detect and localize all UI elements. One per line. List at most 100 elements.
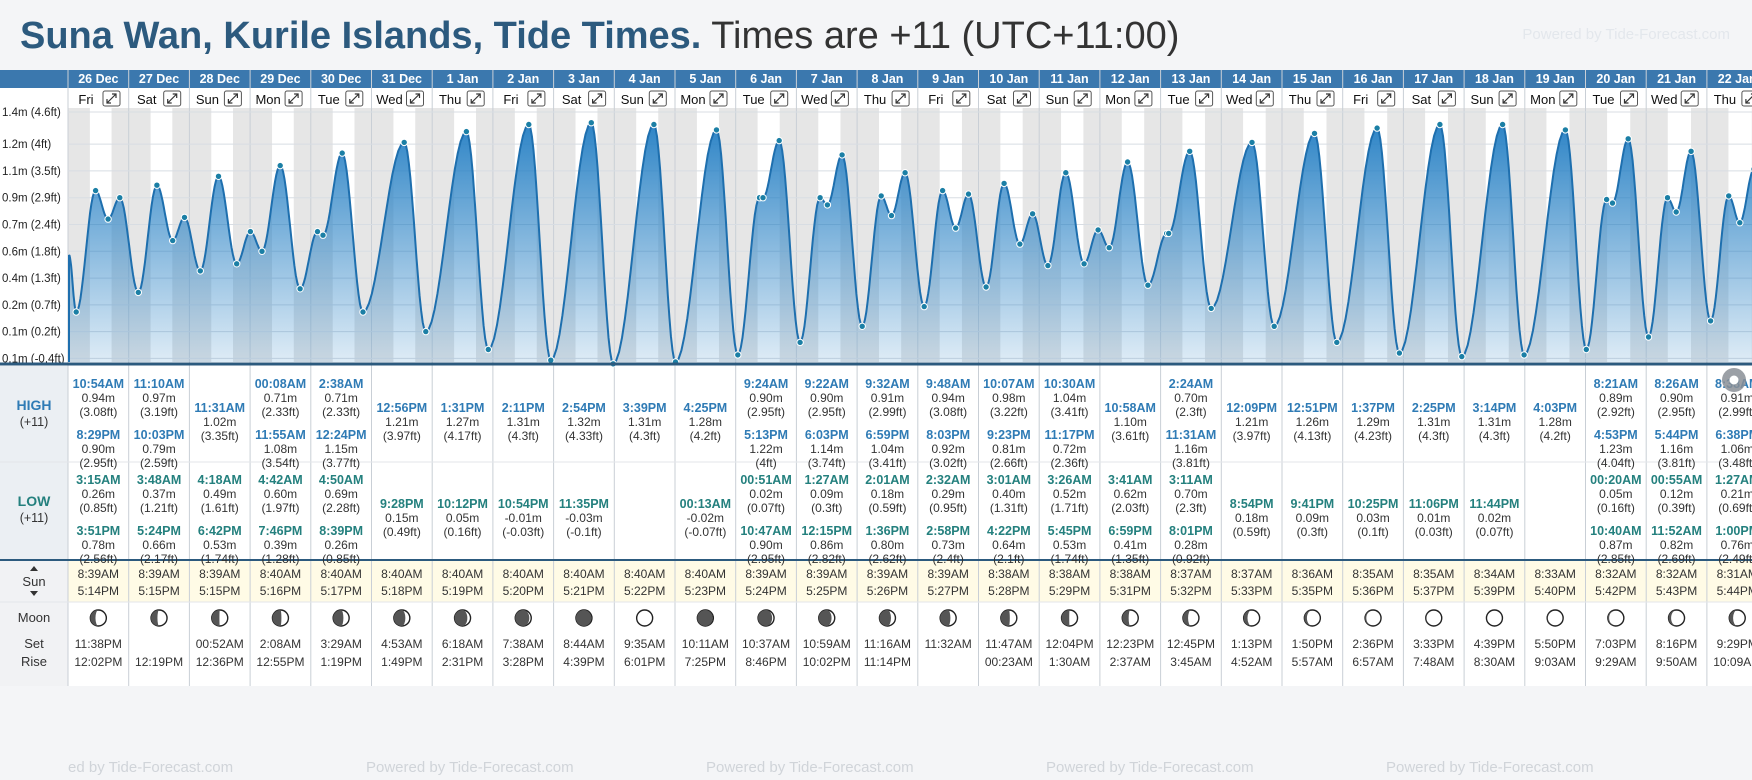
expand-icon[interactable]	[527, 90, 546, 107]
high-tide-height-ft: (3.19ft)	[140, 405, 178, 419]
high-tide-height-m: 1.21m	[385, 415, 418, 429]
low-tide-height-m: 0.86m	[810, 538, 843, 552]
expand-icon[interactable]	[1680, 90, 1699, 107]
expand-icon[interactable]	[1498, 90, 1517, 107]
sunrise-time: 8:40AM	[381, 567, 422, 581]
expand-icon[interactable]	[830, 90, 849, 107]
high-tide-height-ft: (3.08ft)	[79, 405, 117, 419]
expand-icon-arrow	[1016, 93, 1028, 104]
moonrise-time: 00:23AM	[985, 655, 1033, 669]
low-tide-height-m: 0.37m	[142, 487, 175, 501]
sunset-time: 5:44PM	[1717, 584, 1752, 598]
sunset-time: 5:24PM	[745, 584, 786, 598]
sun-row	[0, 560, 1752, 602]
expand-icon-arrow	[1563, 93, 1574, 104]
expand-icon[interactable]	[770, 90, 789, 107]
low-tide-point	[1270, 322, 1278, 330]
expand-icon[interactable]	[406, 90, 424, 107]
expand-icon-arrow	[774, 93, 785, 104]
low-tide-height-ft: (0.3ft)	[1297, 525, 1328, 539]
low-tide-point	[1044, 261, 1052, 270]
high-tide-height-m: 1.21m	[1235, 415, 1268, 429]
high-tide-height-m: 0.90m	[1660, 391, 1693, 405]
settings-icon-center	[1729, 375, 1739, 385]
expand-icon-arrow	[1138, 93, 1149, 104]
date-label: 20 Jan	[1596, 72, 1635, 86]
low-tide-point	[359, 308, 367, 316]
high-tide-time: 2:25PM	[1412, 401, 1456, 415]
expand-icon[interactable]	[1316, 90, 1335, 107]
expand-icon[interactable]	[102, 90, 121, 107]
expand-icon[interactable]	[284, 90, 303, 107]
low-tide-height-ft: (1.61ft)	[201, 501, 239, 515]
expand-icon[interactable]	[1255, 90, 1274, 107]
low-tide-height-m: 0.02m	[749, 487, 782, 501]
moonset-time: 7:38AM	[503, 637, 544, 651]
moonset-time: 12:23PM	[1106, 637, 1154, 651]
low-tide-point	[72, 308, 80, 316]
high-tide-time: 12:24PM	[316, 428, 367, 442]
high-tide-height-m: 0.90m	[82, 442, 115, 456]
moonrise-time: 3:45AM	[1170, 655, 1211, 669]
low-tide-height-m: 0.40m	[992, 487, 1025, 501]
high-tide-height-ft: (4.3ft)	[629, 429, 660, 443]
expand-icon[interactable]	[1620, 90, 1638, 107]
expand-icon[interactable]	[223, 90, 242, 107]
high-tide-height-m: 1.02m	[203, 415, 236, 429]
high-tide-height-ft: (2.95ft)	[747, 405, 785, 419]
high-tide-height-ft: (4.2ft)	[690, 429, 721, 443]
low-tide-point	[104, 215, 112, 223]
high-tide-time: 1:31PM	[441, 401, 485, 415]
expand-icon[interactable]	[1741, 90, 1752, 107]
moonset-time: 6:18AM	[442, 637, 483, 651]
expand-icon[interactable]	[345, 90, 364, 107]
expand-icon[interactable]	[588, 90, 607, 107]
low-tide-time: 3:51PM	[76, 524, 120, 538]
expand-icon[interactable]	[1134, 90, 1153, 107]
low-tide-height-m: 0.82m	[1660, 538, 1693, 552]
high-tide-time: 00:08AM	[255, 377, 306, 391]
expand-icon[interactable]	[1559, 90, 1578, 107]
expand-icon[interactable]	[709, 90, 728, 107]
moonset-time: 1:13PM	[1231, 637, 1272, 651]
expand-icon[interactable]	[952, 90, 971, 107]
high-tide-time: 10:07AM	[983, 377, 1034, 391]
high-tide-height-ft: (4.33ft)	[565, 429, 603, 443]
expand-icon[interactable]	[1377, 90, 1396, 107]
high-tide-height-ft: (4.3ft)	[508, 429, 539, 443]
expand-icon[interactable]	[1195, 90, 1214, 107]
low-tide-height-ft: (2.82ft)	[808, 552, 846, 566]
sunrise-time: 8:40AM	[442, 567, 483, 581]
low-tide-time: 6:42PM	[198, 524, 242, 538]
expand-icon[interactable]	[163, 90, 182, 107]
high-tide-height-m: 0.71m	[264, 391, 297, 405]
expand-icon[interactable]	[1013, 90, 1031, 107]
expand-icon-arrow	[895, 93, 906, 104]
moonrise-time: 2:37AM	[1110, 655, 1151, 669]
low-tide-time: 3:48AM	[137, 473, 181, 487]
low-tide-time: 3:15AM	[76, 473, 120, 487]
expand-icon[interactable]	[1073, 90, 1092, 107]
high-tide-height-ft: (2.95ft)	[808, 405, 846, 419]
expand-icon[interactable]	[466, 90, 485, 107]
high-tide-time: 12:56PM	[376, 401, 427, 415]
settings-icon[interactable]	[1722, 368, 1746, 392]
moonset-time: 3:29AM	[320, 637, 361, 651]
low-tide-point	[1520, 351, 1528, 359]
high-tide-height-m: 1.23m	[1599, 442, 1632, 456]
low-tide-point	[759, 194, 767, 202]
expand-icon-arrow	[1502, 93, 1513, 104]
low-tide-height-m: 0.80m	[871, 538, 904, 552]
high-tide-height-m: 1.22m	[749, 442, 782, 456]
low-tide-height-m: 0.18m	[1235, 511, 1268, 525]
high-tide-height-m: 1.08m	[264, 442, 297, 456]
low-tide-height-ft: (0.85ft)	[322, 552, 360, 566]
expand-icon[interactable]	[891, 90, 910, 107]
expand-icon[interactable]	[648, 90, 667, 107]
watermark-bottom-text: Powered by Tide-Forecast.com	[1386, 759, 1594, 776]
expand-icon[interactable]	[1437, 90, 1456, 107]
weekday-row	[0, 88, 1752, 110]
low-tide-height-ft: (2.95ft)	[747, 552, 785, 566]
low-tide-height-m: 0.49m	[203, 487, 236, 501]
moon-shadow	[940, 610, 951, 626]
